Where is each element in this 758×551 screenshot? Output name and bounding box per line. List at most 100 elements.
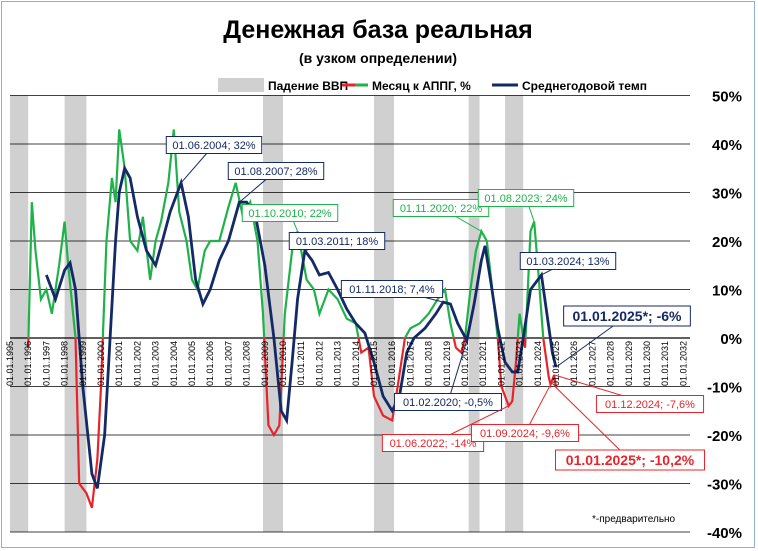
footnote: *-предварительно — [592, 514, 676, 525]
legend-label-monthly: Месяц к АППГ, % — [372, 79, 471, 93]
callout-label: 01.09.2024; -9,6% — [480, 428, 570, 440]
callout-box — [519, 252, 617, 270]
x-tick-label: 01.01.1999 — [78, 341, 88, 386]
x-tick-label: 01.01.2001 — [114, 341, 124, 386]
annotation-callout: 01.12.2024; -7,6% — [554, 374, 705, 413]
annotation-callout: 01.08.2023; 24% — [477, 189, 575, 222]
x-tick-label: 01.01.2019 — [442, 341, 452, 386]
x-tick-label: 01.01.2025 — [551, 341, 561, 386]
annotation-callout: 01.10.2010; 22% — [241, 204, 339, 232]
callout-label: 01.12.2024; -7,6% — [605, 399, 695, 411]
callout-label: 01.06.2004; 32% — [172, 140, 255, 152]
gdp-decline-band — [374, 95, 395, 532]
average-series-line — [45, 164, 558, 489]
callout-box — [241, 204, 339, 222]
x-tick-label: 01.01.2017 — [405, 341, 415, 386]
x-tick-label: 01.01.2005 — [187, 341, 197, 386]
annotation-callout: 01.02.2020; -0,5% — [393, 340, 503, 411]
annotation-callout: 01.11.2020; 22% — [392, 199, 490, 232]
chart-title: Денежная база реальная — [223, 16, 532, 44]
callout-label: 01.03.2024; 13% — [526, 256, 609, 268]
callout-box — [381, 434, 485, 452]
x-tick-label: 01.01.1998 — [60, 341, 70, 386]
annotation-callout: 01.08.2007; 28% — [227, 162, 325, 203]
x-tick-label: 01.01.2027 — [587, 341, 597, 386]
x-tick-label: 01.01.2023 — [515, 341, 525, 386]
callout-label: 01.01.2025*; -6% — [573, 308, 683, 324]
x-tick-label: 01.01.2012 — [314, 341, 324, 386]
x-tick-label: 01.01.2004 — [169, 341, 179, 386]
y-tick-label: -40% — [707, 525, 742, 542]
callout-label: 01.10.2010; 22% — [248, 208, 331, 220]
x-tick-label: 01.01.2008 — [242, 341, 252, 386]
x-tick-label: 01.01.2032 — [678, 341, 688, 386]
callout-label: 01.08.2023; 24% — [484, 193, 567, 205]
legend-label-average: Среднегодовой темп — [522, 79, 647, 93]
x-tick-label: 01.01.2018 — [424, 341, 434, 386]
x-tick-label: 01.01.2007 — [223, 341, 233, 386]
x-tick-label: 01.01.2003 — [151, 341, 161, 386]
x-tick-label: 01.01.2016 — [387, 341, 397, 386]
y-tick-label: 10% — [712, 283, 742, 300]
x-tick-label: 01.01.2014 — [351, 341, 361, 386]
callout-box — [392, 199, 490, 217]
y-tick-label: -30% — [707, 477, 742, 494]
y-tick-label: 0% — [720, 331, 742, 348]
x-tick-label: 01.01.2026 — [569, 341, 579, 386]
y-tick-label: 50% — [712, 89, 742, 106]
x-tick-label: 01.01.2015 — [369, 341, 379, 386]
callout-label: 01.01.2025*; -10,2% — [566, 452, 695, 468]
x-tick-label: 01.01.2028 — [606, 341, 616, 386]
gdp-decline-band — [468, 95, 480, 532]
x-tick-label: 01.01.1995 — [5, 341, 15, 386]
callout-box — [555, 449, 705, 471]
x-tick-label: 01.01.2013 — [333, 341, 343, 386]
annotation-callout: 01.01.2025*; -6% — [555, 305, 691, 368]
x-tick-label: 01.01.2029 — [624, 341, 634, 386]
callout-box — [470, 424, 580, 442]
legend-label-band: Падение ВВП — [268, 79, 348, 93]
callout-label: 01.06.2022; -14% — [390, 438, 477, 450]
callout-label: 01.08.2007; 28% — [234, 166, 317, 178]
callout-box — [393, 393, 503, 411]
annotation-callout: 01.06.2004; 32% — [165, 136, 263, 184]
callout-box — [477, 189, 575, 207]
legend-swatch-band — [218, 78, 264, 92]
y-tick-label: 20% — [712, 234, 742, 251]
x-tick-label: 01.01.1996 — [23, 341, 33, 386]
x-tick-label: 01.01.2021 — [478, 341, 488, 386]
x-tick-label: 01.01.2002 — [132, 341, 142, 386]
x-tick-label: 01.01.2010 — [278, 341, 288, 386]
x-tick-label: 01.01.2030 — [642, 341, 652, 386]
x-tick-label: 01.01.2024 — [533, 341, 543, 386]
annotation-callout: 01.03.2011; 18% — [288, 232, 386, 252]
x-tick-label: 01.01.2011 — [296, 341, 306, 385]
callout-label: 01.03.2011; 18% — [296, 236, 379, 248]
gdp-decline-band — [10, 95, 29, 532]
y-tick-label: -20% — [707, 428, 742, 445]
callout-leader — [447, 340, 468, 403]
annotation-callout: 01.03.2024; 13% — [519, 252, 617, 276]
x-tick-label: 01.01.2022 — [496, 341, 506, 386]
callout-label: 01.11.2020; 22% — [400, 203, 483, 215]
x-tick-label: 01.01.1997 — [41, 341, 51, 386]
x-tick-label: 01.01.2009 — [260, 341, 270, 386]
callout-box — [165, 136, 263, 154]
callout-box — [340, 280, 444, 298]
y-tick-label: 30% — [712, 186, 742, 203]
chart-subtitle: (в узком определении) — [299, 50, 457, 66]
x-tick-label: 01.01.2000 — [96, 341, 106, 386]
annotation-callout: 01.06.2022; -14% — [381, 405, 509, 452]
x-tick-label: 01.01.2006 — [205, 341, 215, 386]
callout-box — [563, 305, 691, 327]
callout-label: 01.02.2020; -0,5% — [403, 397, 493, 409]
callout-leader — [555, 387, 631, 461]
callout-box — [227, 162, 325, 180]
callout-box — [595, 395, 705, 413]
gdp-decline-band — [64, 95, 87, 532]
annotation-callout: 01.09.2024; -9,6% — [470, 384, 580, 442]
legend: Падение ВВП Месяц к АППГ, % Среднегодово… — [218, 78, 647, 93]
y-tick-label: 40% — [712, 137, 742, 154]
